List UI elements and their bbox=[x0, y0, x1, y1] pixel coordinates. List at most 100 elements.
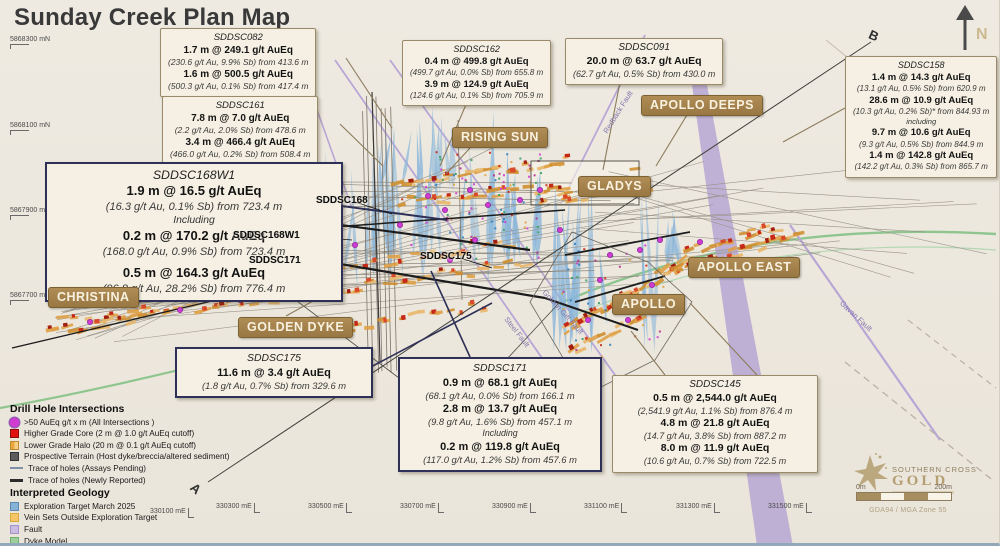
assay-interval: 2.8 m @ 13.7 g/t AuEq bbox=[442, 403, 558, 416]
assay-detail: (2.2 g/t Au, 2.0% Sb) from 478.6 m bbox=[174, 125, 306, 136]
legend-item: Lower Grade Halo (20 m @ 0.1 g/t AuEq cu… bbox=[10, 440, 242, 450]
northing-label: 5867900 mN bbox=[10, 207, 50, 220]
green-square-swatch-icon bbox=[10, 536, 19, 543]
callout-sddsc091: SDDSC091 20.0 m @ 63.7 g/t AuEq (62.7 g/t … bbox=[565, 38, 724, 86]
assay-detail: (13.1 g/t Au, 0.5% Sb) from 620.9 m bbox=[856, 84, 986, 94]
assay-interval: 1.7 m @ 249.1 g/t AuEq bbox=[183, 45, 293, 57]
red-square-swatch-icon bbox=[10, 429, 19, 439]
scale-bar: 0m 200m bbox=[856, 484, 956, 501]
orange-square-swatch-icon bbox=[10, 440, 19, 450]
legend-item: Exploration Target March 2025 bbox=[10, 501, 242, 511]
easting-label: 330300 mE bbox=[216, 503, 260, 513]
assay-interval: 1.4 m @ 142.8 g/t AuEq bbox=[869, 150, 974, 162]
callout-sddsc162: SDDSC162 0.4 m @ 499.8 g/t AuEq (499.7 g/t… bbox=[402, 40, 552, 107]
assay-detail: (2,541.9 g/t Au, 1.1% Sb) from 876.4 m bbox=[637, 405, 793, 416]
legend-item: Vein Sets Outside Exploration Target bbox=[10, 513, 242, 523]
assay-detail: Including bbox=[173, 215, 215, 227]
legend-item-label: Fault bbox=[24, 524, 43, 534]
north-label: N bbox=[976, 26, 988, 43]
purple-square-swatch-icon bbox=[10, 524, 19, 534]
assay-interval: 4.8 m @ 21.8 g/t AuEq bbox=[660, 417, 770, 430]
assay-detail: (124.6 g/t Au, 0.1% Sb) from 705.9 m bbox=[410, 90, 544, 100]
northing-label: 5867700 mN bbox=[10, 292, 50, 305]
assay-interval: 0.4 m @ 499.8 g/t AuEq bbox=[424, 55, 529, 67]
assay-interval: 0.5 m @ 2,544.0 g/t AuEq bbox=[653, 391, 777, 404]
legend-item-label: Vein Sets Outside Exploration Target bbox=[24, 513, 158, 523]
assay-interval: 1.4 m @ 14.3 g/t AuEq bbox=[871, 71, 971, 83]
magenta-dot-swatch-icon bbox=[10, 417, 19, 427]
assay-detail: (230.6 g/t Au, 9.9% Sb) from 413.6 m bbox=[168, 57, 309, 68]
logo-text-line1: SOUTHERN CROSS bbox=[892, 465, 977, 474]
easting-label: 331300 mE bbox=[676, 503, 720, 513]
thin-line-swatch-icon bbox=[10, 467, 23, 470]
legend-item: Trace of holes (Newly Reported) bbox=[10, 476, 242, 485]
scale-bar-segments bbox=[856, 492, 952, 501]
callout-hole-id: SDDSC091 bbox=[618, 42, 670, 53]
callout-sddsc158: SDDSC158 1.4 m @ 14.3 g/t AuEq (13.1 g/t A… bbox=[845, 56, 998, 178]
assay-detail: (500.3 g/t Au, 0.1% Sb) from 417.4 m bbox=[168, 81, 309, 92]
page-title: Sunday Creek Plan Map bbox=[14, 4, 291, 31]
star-logo-icon bbox=[854, 453, 888, 491]
assay-interval: 0.5 m @ 164.3 g/t AuEq bbox=[122, 265, 266, 281]
legend-item-label: Prospective Terrain (Host dyke/breccia/a… bbox=[24, 452, 230, 462]
callout-hole-id: SDDSC145 bbox=[689, 379, 741, 390]
assay-detail: including bbox=[906, 117, 937, 127]
assay-interval: 8.0 m @ 11.9 g/t AuEq bbox=[660, 442, 770, 455]
callout-hole-id: SDDSC171 bbox=[473, 363, 527, 374]
legend-item: Trace of holes (Assays Pending) bbox=[10, 464, 242, 473]
assay-detail: (142.2 g/t Au, 0.3% Sb) from 865.7 m bbox=[854, 162, 988, 172]
assay-interval: 0.9 m @ 68.1 g/t AuEq bbox=[442, 376, 558, 389]
legend-heading: Interpreted Geology bbox=[10, 487, 110, 500]
assay-detail: (16.3 g/t Au, 0.1% Sb) from 723.4 m bbox=[105, 200, 283, 213]
assay-interval: 0.2 m @ 170.2 g/t AuEq bbox=[122, 227, 266, 243]
assay-detail: (14.7 g/t Au, 3.8% Sb) from 887.2 m bbox=[643, 430, 787, 441]
assay-interval: 20.0 m @ 63.7 g/t AuEq bbox=[586, 54, 702, 67]
assay-detail: (62.7 g/t Au, 0.5% Sb) from 430.0 m bbox=[573, 68, 716, 79]
northing-label: 5868100 mN bbox=[10, 122, 50, 135]
easting-label: 331100 mE bbox=[584, 503, 627, 513]
legend-item-label: Higher Grade Core (2 m @ 1.0 g/t AuEq cu… bbox=[24, 429, 195, 439]
assay-detail: (466.0 g/t Au, 0.2% Sb) from 508.4 m bbox=[170, 149, 311, 160]
drill-hole-label-sddsc175: SDDSC175 bbox=[420, 251, 472, 262]
callout-hole-id: SDDSC175 bbox=[247, 353, 301, 364]
area-label-golden-dyke: GOLDEN DYKE bbox=[238, 317, 354, 338]
scale-start-label: 0m bbox=[856, 484, 866, 491]
callout-sddsc168w1: SDDSC168W1 1.9 m @ 16.5 g/t AuEq (16.3 g/t… bbox=[45, 162, 343, 303]
assay-interval: 1.9 m @ 16.5 g/t AuEq bbox=[126, 183, 262, 199]
amber-square-swatch-icon bbox=[10, 513, 19, 523]
legend-item: Fault bbox=[10, 524, 242, 534]
assay-detail: (9.8 g/t Au, 1.6% Sb) from 457.1 m bbox=[427, 417, 573, 428]
assay-detail: (10.6 g/t Au, 0.7% Sb) from 722.5 m bbox=[643, 456, 787, 467]
drill-hole-label-sddsc168w1: SDDSC168W1 bbox=[233, 230, 300, 241]
area-label-apollo: APOLLO bbox=[612, 294, 686, 315]
legend-item-label: Lower Grade Halo (20 m @ 0.1 g/t AuEq cu… bbox=[24, 440, 196, 450]
assay-interval: 28.6 m @ 10.9 g/t AuEq bbox=[869, 94, 974, 106]
easting-label: 331500 mE bbox=[768, 503, 812, 513]
assay-detail: (68.1 g/t Au, 0.0% Sb) from 166.1 m bbox=[425, 390, 575, 401]
assay-detail: (499.7 g/t Au, 0.0% Sb) from 655.8 m bbox=[410, 68, 544, 78]
assay-detail: (10.3 g/t Au, 0.2% Sb)* from 844.93 m bbox=[853, 106, 990, 116]
legend-item-label: Trace of holes (Assays Pending) bbox=[28, 463, 147, 473]
assay-detail: (9.3 g/t Au, 0.5% Sb) from 844.9 m bbox=[859, 139, 984, 149]
callout-hole-id: SDDSC158 bbox=[897, 60, 945, 70]
assay-interval: 9.7 m @ 10.6 g/t AuEq bbox=[871, 127, 971, 139]
blue-square-swatch-icon bbox=[10, 501, 19, 511]
legend-item: Dyke Model bbox=[10, 536, 242, 543]
assay-interval: 7.8 m @ 7.0 g/t AuEq bbox=[191, 113, 290, 125]
callout-sddsc082: SDDSC082 1.7 m @ 249.1 g/t AuEq (230.6 g/t… bbox=[160, 28, 317, 98]
assay-interval: 11.6 m @ 3.4 g/t AuEq bbox=[217, 366, 331, 379]
assay-detail: (168.0 g/t Au, 0.9% Sb) from 723.4 m bbox=[102, 245, 286, 258]
assay-detail: (96.8 g/t Au, 28.2% Sb) from 776.4 m bbox=[102, 282, 286, 295]
callout-hole-id: SDDSC168W1 bbox=[152, 168, 236, 182]
drill-hole-label-sddsc171: SDDSC171 bbox=[249, 255, 301, 266]
area-label-apollo-deeps: APOLLO DEEPS bbox=[641, 95, 763, 116]
callout-hole-id: SDDSC082 bbox=[213, 32, 263, 43]
legend-item: >50 AuEq g/t x m (All Intersections ) bbox=[10, 417, 242, 427]
thick-line-swatch-icon bbox=[10, 478, 23, 482]
area-label-christina: CHRISTINA bbox=[48, 287, 139, 308]
legend-item: Higher Grade Core (2 m @ 1.0 g/t AuEq cu… bbox=[10, 429, 242, 439]
north-arrow-icon: N bbox=[948, 4, 994, 56]
assay-detail: Including bbox=[482, 428, 518, 439]
legend-item-label: >50 AuEq g/t x m (All Intersections ) bbox=[24, 417, 155, 427]
northing-label: 5868300 mN bbox=[10, 36, 50, 49]
